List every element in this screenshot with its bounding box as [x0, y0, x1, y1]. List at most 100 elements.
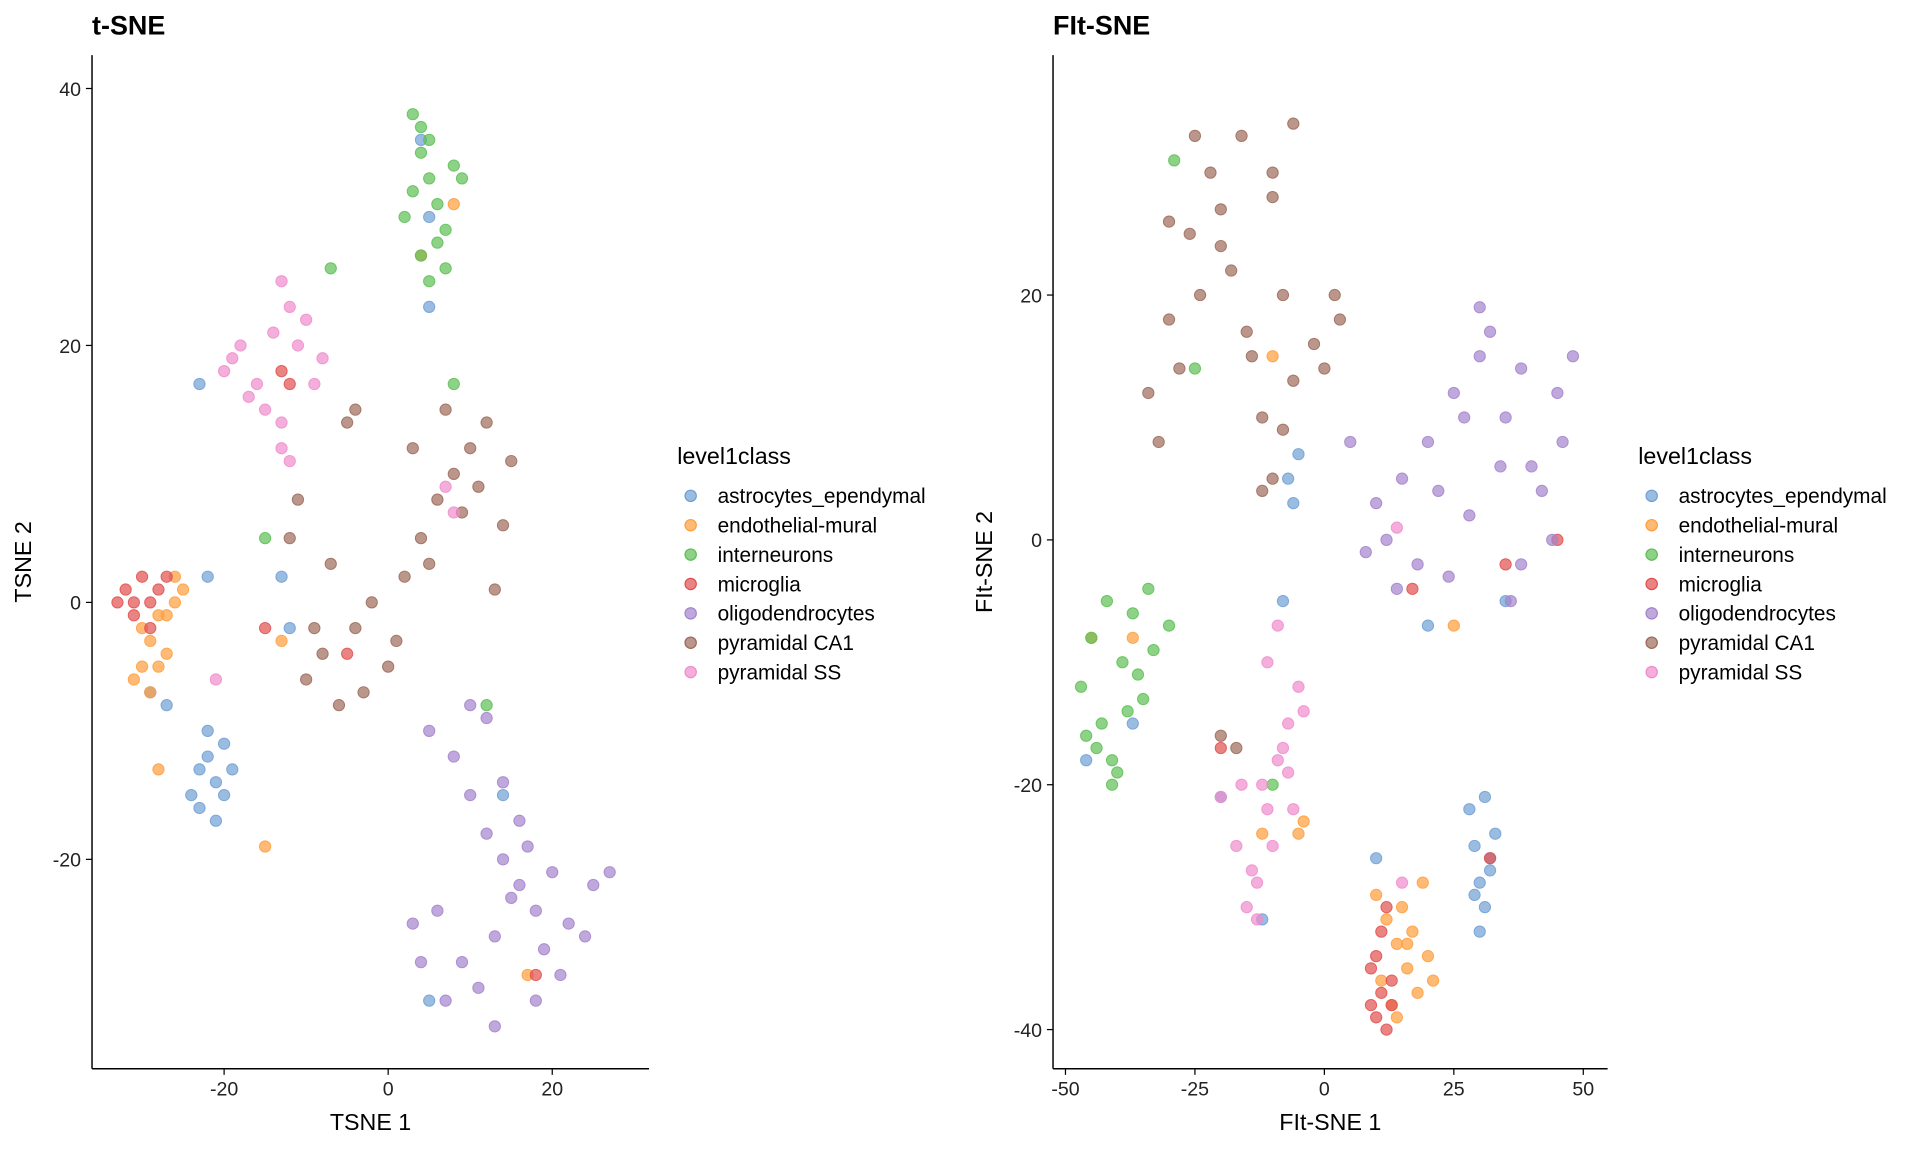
point [1473, 301, 1486, 314]
point [1235, 778, 1248, 791]
point [127, 596, 140, 609]
point [1276, 594, 1290, 608]
point [1390, 521, 1403, 534]
point [135, 660, 149, 673]
point [496, 788, 510, 802]
point [496, 776, 510, 789]
point [587, 878, 600, 892]
point [439, 223, 452, 236]
point [258, 403, 272, 416]
point [480, 711, 493, 725]
point [267, 326, 280, 339]
point [135, 570, 149, 583]
point [431, 197, 444, 211]
point [1380, 533, 1393, 547]
point [1370, 497, 1383, 510]
point [275, 570, 288, 583]
point [488, 930, 501, 943]
point [513, 878, 526, 892]
point [258, 840, 272, 853]
point [1359, 546, 1372, 559]
x-axis-label: FIt-SNE 1 [1279, 1109, 1381, 1135]
point [316, 647, 329, 660]
point [414, 120, 428, 134]
point [431, 493, 444, 506]
point [349, 621, 362, 635]
point [144, 621, 157, 635]
y-tick-label: -20 [53, 850, 81, 872]
panel: t-SNE -20 0 20 -20 0 20 40 TSNE 1 TSNE 2 level1cla… [10, 10, 926, 1135]
point [1266, 839, 1279, 853]
point [1266, 778, 1279, 791]
point [1525, 460, 1538, 473]
point [414, 532, 428, 545]
point [423, 994, 436, 1007]
point [1504, 594, 1517, 608]
point [398, 210, 411, 224]
point [1282, 472, 1295, 485]
point [283, 532, 296, 545]
legend-swatch [684, 489, 697, 503]
point [1282, 766, 1295, 779]
point [160, 647, 173, 660]
point [447, 467, 460, 481]
point [1411, 558, 1424, 571]
panel: FIt-SNE -50 -25 0 25 50 -40 -20 0 20 FIt-SNE 1 FIt-… [971, 10, 1887, 1135]
points [1074, 117, 1580, 1036]
point [341, 416, 354, 429]
point [283, 377, 296, 391]
point [1364, 962, 1378, 975]
point [316, 352, 329, 365]
point [447, 750, 460, 763]
point [226, 352, 239, 365]
point [464, 699, 477, 712]
point [1370, 950, 1383, 963]
point [1250, 913, 1264, 926]
point [127, 673, 140, 686]
point [341, 647, 354, 660]
point [439, 994, 452, 1007]
point [1162, 215, 1176, 228]
point [365, 596, 378, 609]
point [1551, 386, 1564, 400]
point [1090, 741, 1103, 755]
point [1193, 288, 1207, 302]
point [1473, 350, 1486, 363]
y-tick-label: 20 [1020, 285, 1042, 307]
point [283, 621, 296, 635]
y-tick-label: 40 [59, 79, 81, 101]
point [480, 827, 493, 840]
chart-title: FIt-SNE [1053, 10, 1150, 40]
point [488, 1020, 501, 1033]
legend-swatch [684, 636, 697, 649]
legend-label: pyramidal SS [718, 661, 842, 684]
point [464, 442, 477, 455]
legend-label: pyramidal CA1 [718, 632, 854, 655]
point [1261, 656, 1274, 669]
point [1406, 925, 1419, 938]
point [226, 763, 239, 776]
point [1214, 790, 1227, 804]
point [1266, 472, 1279, 485]
point [1370, 852, 1383, 865]
point [209, 776, 223, 789]
point [144, 634, 157, 648]
point [1406, 582, 1419, 595]
point [1080, 754, 1093, 767]
point [578, 930, 592, 943]
point [1245, 864, 1259, 877]
point [1489, 827, 1502, 840]
point [1095, 717, 1108, 730]
point [144, 686, 157, 699]
point [382, 660, 395, 673]
point [1256, 778, 1269, 791]
point [1463, 803, 1476, 816]
point [423, 275, 436, 288]
y-tick-label: 20 [59, 336, 81, 358]
point [1421, 950, 1435, 963]
point [398, 570, 411, 583]
point [1395, 876, 1409, 889]
point [1390, 1011, 1403, 1024]
